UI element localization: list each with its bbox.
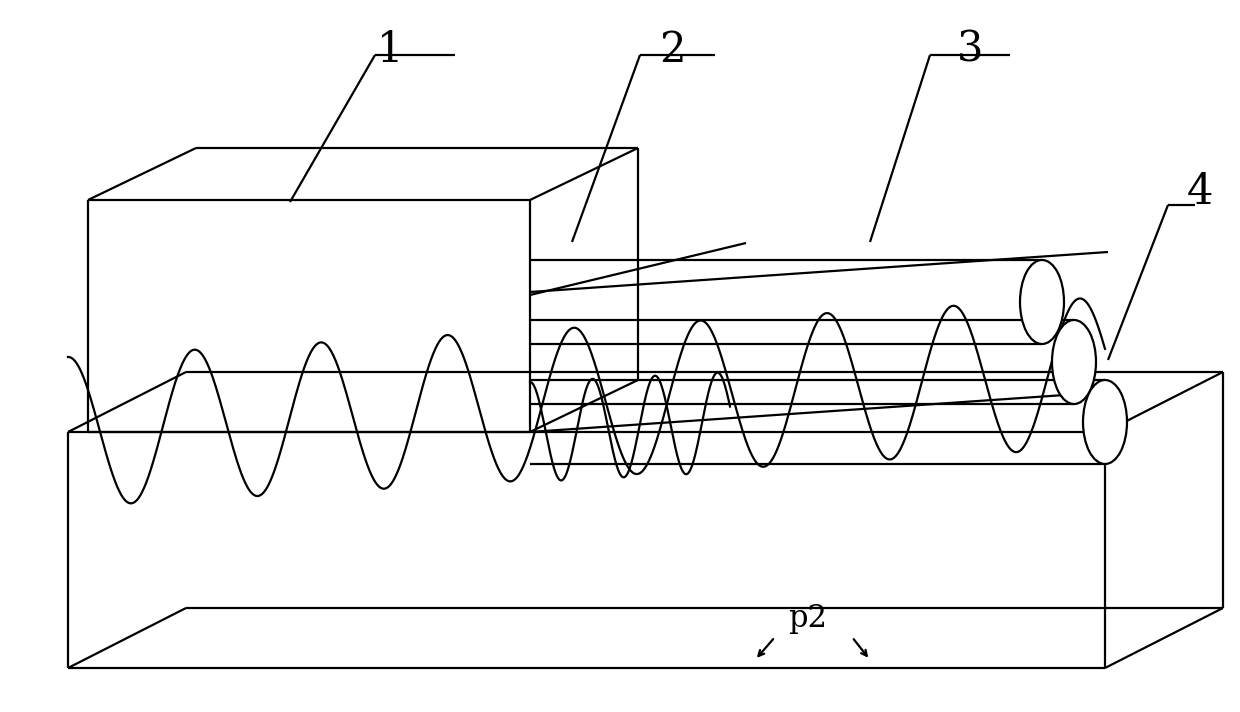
Ellipse shape xyxy=(1083,380,1127,464)
Text: 1: 1 xyxy=(377,29,403,71)
Text: 4: 4 xyxy=(1187,171,1213,213)
Text: 3: 3 xyxy=(957,29,983,71)
Text: 2: 2 xyxy=(658,29,686,71)
Ellipse shape xyxy=(1021,260,1064,344)
Ellipse shape xyxy=(1052,320,1096,404)
Text: p2: p2 xyxy=(789,602,827,634)
